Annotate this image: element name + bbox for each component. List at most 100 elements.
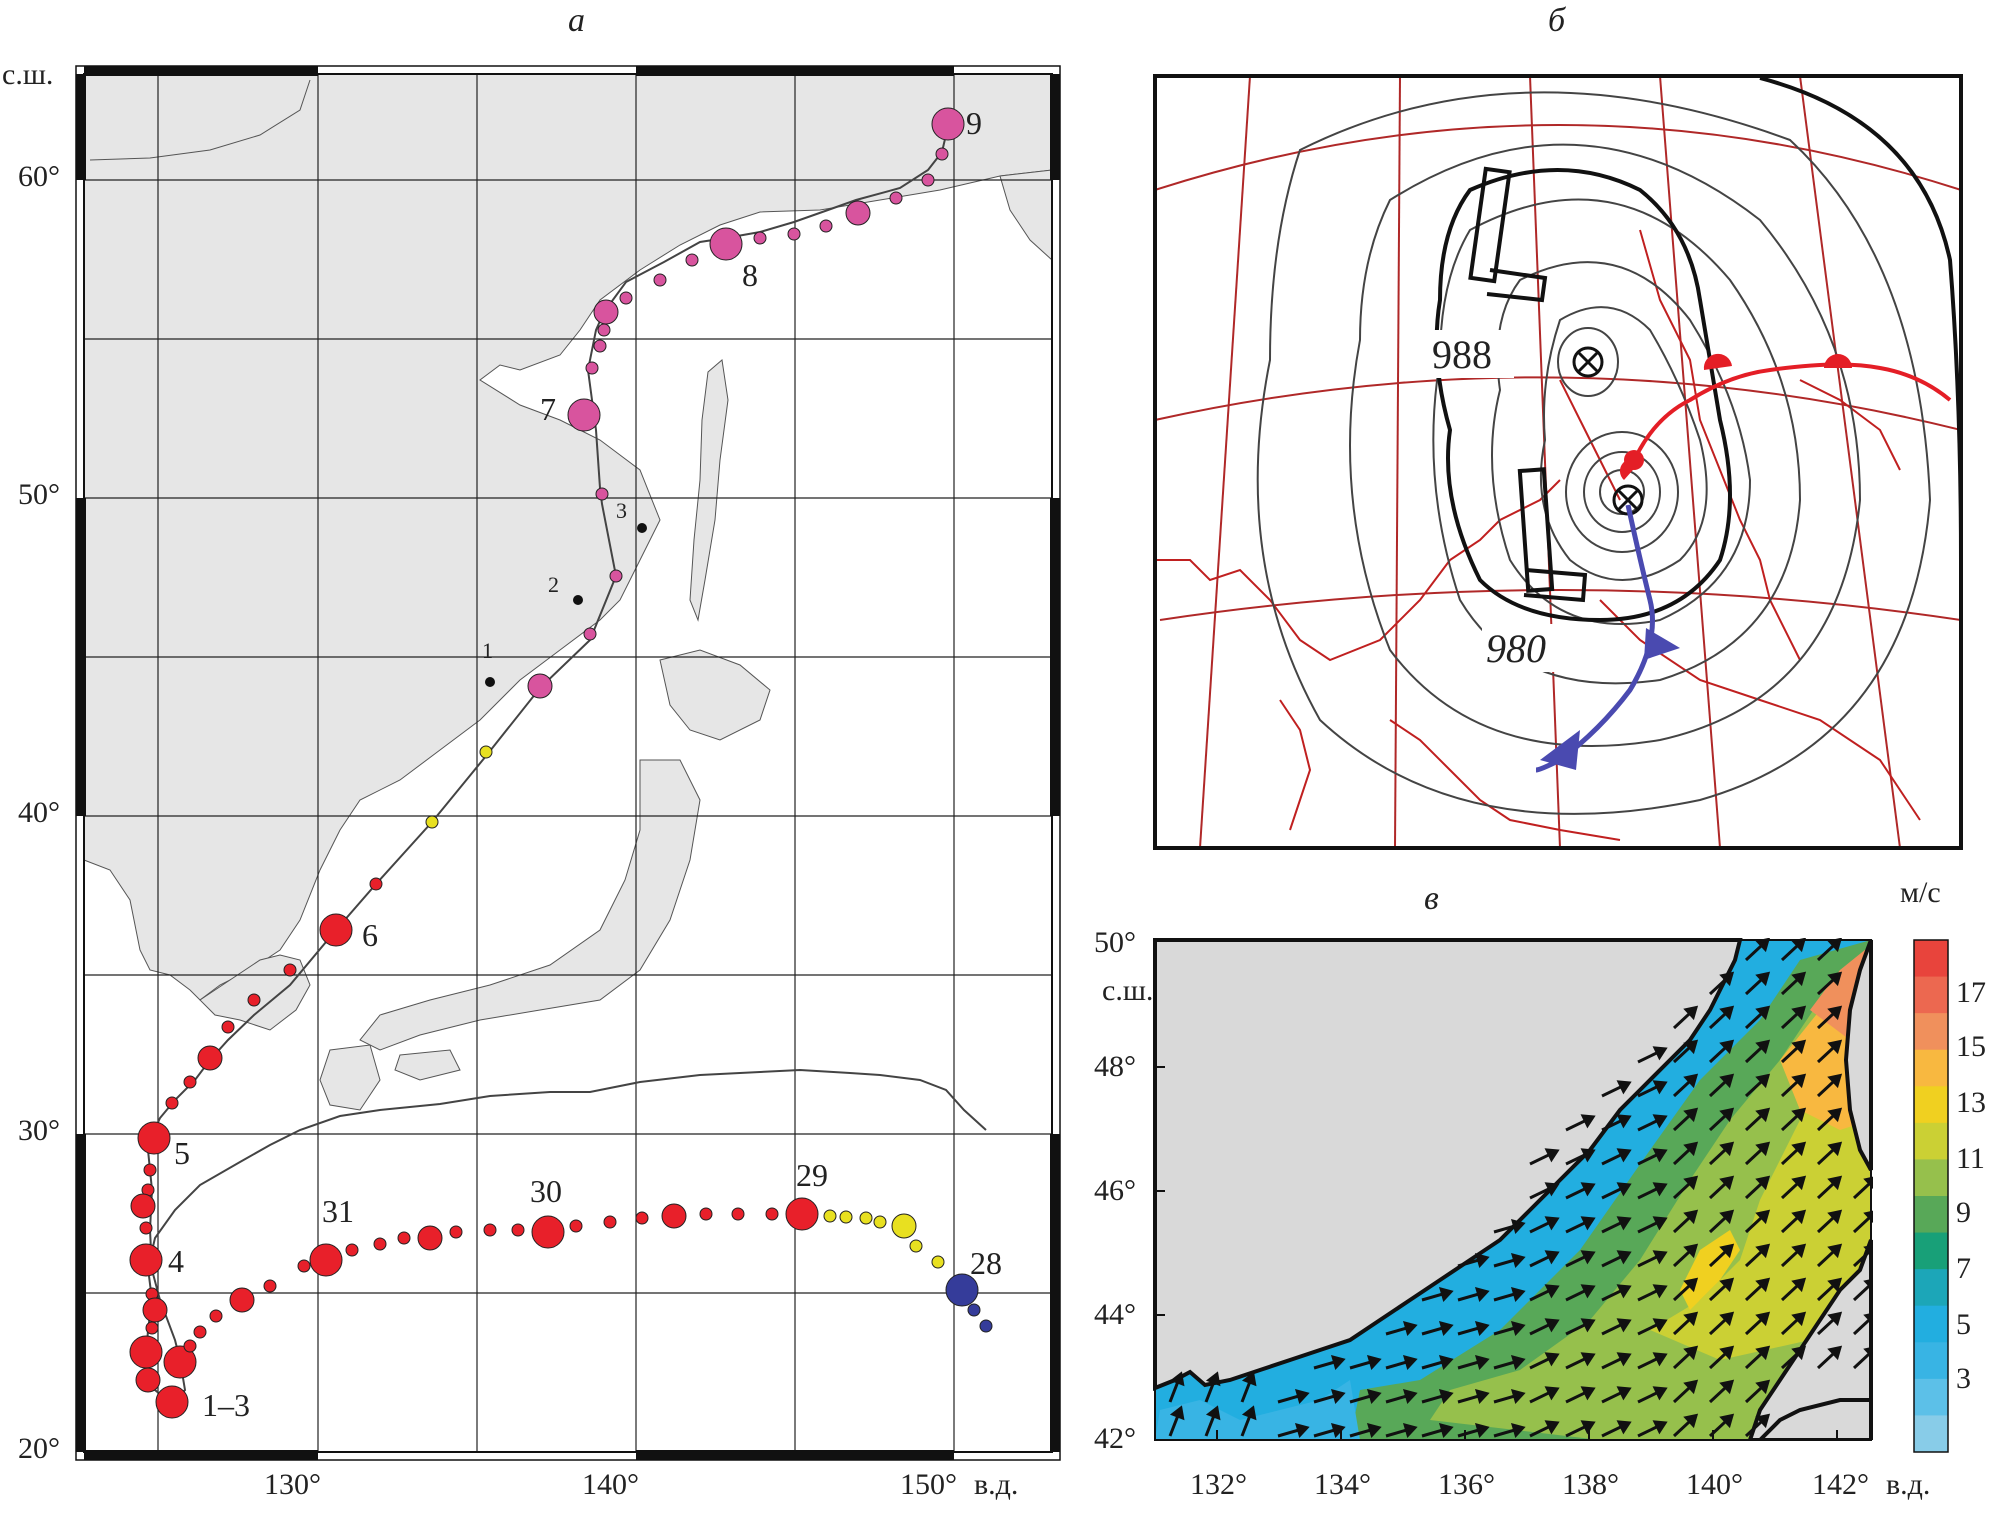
station-2 (573, 595, 583, 605)
wind-arrow-head (1580, 1284, 1596, 1299)
land-sakhalin (689, 359, 729, 622)
wind-arrow-head (1827, 1141, 1843, 1157)
wind-arrow-head (1791, 1073, 1807, 1089)
wind-arrow-head (1719, 1073, 1735, 1089)
colorbar-swatch (1914, 1342, 1948, 1380)
wind-arrow-head (1580, 1386, 1596, 1401)
colorbar-swatch (1914, 976, 1948, 1014)
wind-arrow-head (1827, 1345, 1843, 1361)
wind-arrow-head (1827, 1107, 1843, 1123)
c-lat-tick-42: 42° (1094, 1422, 1136, 1455)
wind-arrow-head (1652, 1284, 1668, 1299)
wind-arrow-head (1683, 1345, 1699, 1361)
wind-arrow-head (1652, 1182, 1668, 1197)
wind-arrow-head (1205, 1371, 1221, 1387)
wind-arrow-head (1755, 1073, 1771, 1089)
wind-arrow-head (1683, 1277, 1699, 1293)
colorbar-label-3: 3 (1956, 1362, 1971, 1395)
track-point-4 (129, 1243, 163, 1277)
wind-arrow-head (1791, 1277, 1807, 1293)
wind-arrow-head (1544, 1420, 1560, 1435)
station-3 (637, 523, 647, 533)
wind-arrow-head (1652, 1420, 1668, 1435)
wind-arrow-head (1544, 1352, 1560, 1367)
wind-arrow-head (1791, 971, 1807, 987)
wind-arrow-head (1755, 1141, 1771, 1157)
track-label-30: 30 (530, 1173, 562, 1209)
wind-arrow-head (1827, 1311, 1843, 1327)
panel-c-lat-unit: с.ш. (1102, 974, 1154, 1007)
wind-arrow-head (1719, 971, 1735, 987)
panel-b-bold-isobars (1434, 78, 1959, 623)
wind-arrow-head (1616, 1386, 1632, 1401)
c-lon-tick-140: 140° (1686, 1468, 1743, 1501)
wind-arrow-head (1169, 1405, 1185, 1421)
panel-a-lon-unit: в.д. (974, 1468, 1019, 1501)
colorbar-label-11: 11 (1956, 1142, 1985, 1175)
wind-arrow-head (1616, 1318, 1632, 1333)
wind-arrow-head (1755, 1243, 1771, 1259)
c-lon-tick-134: 134° (1314, 1468, 1371, 1501)
wind-arrow-head (1544, 1216, 1560, 1231)
wind-arrow-head (1827, 1209, 1843, 1225)
wind-arrow-head (1755, 1175, 1771, 1191)
wind-arrow-head (1438, 1354, 1454, 1370)
wind-arrow-head (1827, 1175, 1843, 1191)
wind-arrow-head (1402, 1388, 1418, 1404)
colorbar-label-15: 15 (1956, 1030, 1986, 1063)
colorbar-swatch (1914, 1196, 1948, 1234)
wind-arrow-head (1683, 1107, 1699, 1123)
colorbar-swatch (1914, 1122, 1948, 1160)
wind-arrow-head (1580, 1216, 1596, 1231)
wind-arrow-head (1366, 1422, 1382, 1438)
lon-tick-130: 130° (264, 1468, 321, 1501)
c-lat-tick-46: 46° (1094, 1174, 1136, 1207)
isobar-label-980: 980 (1486, 626, 1546, 671)
wind-arrow-head (1580, 1114, 1596, 1129)
c-lon-tick-136: 136° (1438, 1468, 1495, 1501)
colorbar-swatch (1914, 1415, 1948, 1453)
wind-arrow-head (1616, 1114, 1632, 1129)
wind-arrow-head (1616, 1216, 1632, 1231)
wind-arrow-head (1241, 1371, 1257, 1387)
track-point-5 (137, 1121, 171, 1155)
track-label-1-3: 1–3 (202, 1387, 250, 1423)
wind-arrow-head (1402, 1422, 1418, 1438)
colorbar-swatch (1914, 1049, 1948, 1087)
wind-arrow-head (1827, 971, 1843, 987)
lon-tick-140: 140° (582, 1468, 639, 1501)
wind-arrow-head (1755, 1413, 1771, 1429)
c-lat-tick-48: 48° (1094, 1050, 1136, 1083)
stations (485, 523, 647, 687)
land-hokkaido-c (1747, 1239, 1873, 1440)
wind-arrow-head (1791, 1311, 1807, 1327)
land-honshu-c (1757, 1398, 1873, 1440)
wind-arrow-head (1474, 1422, 1490, 1438)
wind-arrow-head (1755, 971, 1771, 987)
wind-arrow-head (1683, 1209, 1699, 1225)
wind-arrow-head (1580, 1420, 1596, 1435)
colorbar-swatch (1914, 1086, 1948, 1124)
panel-c-letter: в (1424, 880, 1439, 917)
wind-arrow-head (1544, 1250, 1560, 1265)
zone-blue-light (1155, 1380, 1360, 1440)
wind-arrow-head (1205, 1405, 1221, 1421)
c-lat-tick-44: 44° (1094, 1298, 1136, 1331)
wind-arrow-head (1791, 1141, 1807, 1157)
wind-arrow-head (1402, 1320, 1418, 1336)
wind-arrow-head (1616, 1250, 1632, 1265)
wind-arrow-head (1510, 1218, 1526, 1234)
wind-arrow-head (1510, 1286, 1526, 1302)
wind-arrow-head (1791, 1243, 1807, 1259)
land-hokkaido (659, 649, 771, 741)
wind-arrow-head (1827, 1005, 1843, 1021)
colorbar-label-13: 13 (1956, 1086, 1986, 1119)
colorbar-swatch (1914, 1378, 1948, 1416)
wind-arrow-head (1755, 1005, 1771, 1021)
wind-arrow-head (1474, 1320, 1490, 1336)
colorbar-swatch (1914, 1269, 1948, 1307)
wind-arrow-head (1510, 1422, 1526, 1438)
wind-arrow-head (1580, 1148, 1596, 1163)
track-day-labels: 9 8 7 6 5 4 1–3 31 30 29 28 (168, 105, 1002, 1423)
wind-arrow-head (1755, 1345, 1771, 1361)
